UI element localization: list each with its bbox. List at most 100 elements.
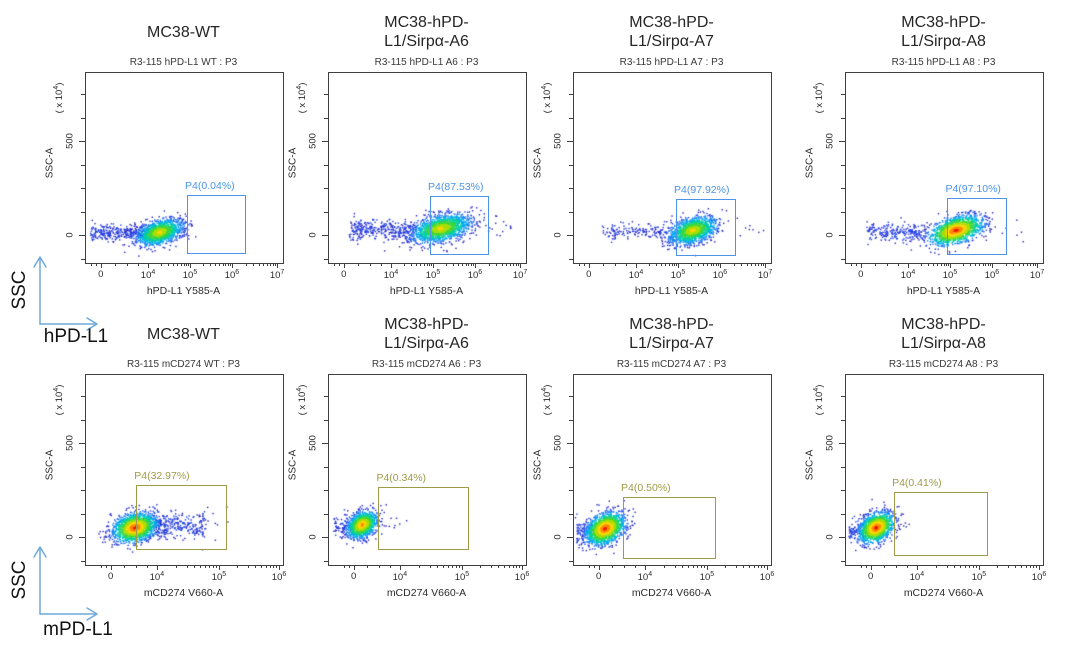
axis-tick	[522, 565, 524, 570]
axis-tick	[698, 263, 700, 266]
axis-tick	[391, 263, 393, 268]
y-tick-label: 0	[824, 232, 836, 239]
plot-area: P4(97.10%)	[845, 72, 1044, 264]
axis-tick	[324, 117, 328, 119]
x-tick-label: 105	[182, 269, 198, 282]
axis-tick	[209, 565, 211, 568]
axis-tick	[755, 263, 757, 266]
axis-tick	[593, 565, 595, 568]
axis-tick	[1020, 565, 1022, 568]
axis-tick	[79, 537, 85, 539]
axis-tick	[706, 565, 708, 570]
axis-tick	[473, 263, 475, 266]
flow-panel: MC38-hPD- L1/Sirpα-A8 R3-115 hPD-L1 A8 : …	[793, 10, 1045, 310]
axis-tick	[841, 396, 845, 398]
axis-tick	[81, 490, 85, 492]
axis-tick	[105, 565, 107, 568]
x-tick-label: 106	[1031, 571, 1047, 584]
axis-tick	[668, 263, 670, 266]
axis-tick	[656, 263, 658, 266]
gate-label: P4(97.92%)	[674, 184, 730, 197]
axis-tick	[452, 565, 454, 568]
axis-tick	[175, 565, 177, 568]
axis-tick	[518, 263, 519, 266]
axis-tick	[700, 565, 702, 568]
axis-tick	[982, 263, 984, 266]
axis-tick	[183, 263, 185, 266]
panel-title: MC38-WT	[147, 325, 220, 343]
scatter-canvas	[574, 375, 771, 565]
axis-tick	[267, 263, 269, 266]
x-tick-label: 105	[942, 269, 958, 282]
axis-tick	[933, 263, 935, 266]
axis-tick	[324, 490, 328, 492]
axis-tick	[462, 263, 464, 266]
axis-tick	[227, 263, 229, 266]
axis-tick	[324, 188, 328, 190]
y-tick-label: 0	[307, 232, 319, 239]
flow-panel: MC38-hPD- L1/Sirpα-A6 R3-115 hPD-L1 A6 : …	[276, 10, 528, 310]
ssc-axis-label: SSC	[9, 270, 30, 310]
plot-subtitle: R3-115 hPD-L1 A6 : P3	[374, 57, 479, 68]
axis-tick	[126, 263, 128, 266]
axis-tick	[156, 565, 158, 570]
axis-tick	[230, 263, 232, 266]
axis-tick	[357, 263, 359, 266]
panel-title: MC38-hPD- L1/Sirpα-A8	[901, 14, 986, 50]
axis-tick	[612, 565, 614, 568]
axis-tick	[465, 263, 467, 266]
axis-tick	[190, 263, 191, 268]
axis-tick	[322, 443, 328, 445]
axis-tick	[255, 565, 257, 568]
axis-tick	[448, 565, 450, 568]
axis-tick	[324, 560, 328, 562]
axis-tick	[569, 490, 573, 492]
axis-arrows-icon	[33, 256, 98, 331]
axis-tick	[480, 565, 482, 568]
axis-tick	[908, 263, 910, 268]
axis-tick	[569, 211, 573, 213]
axis-tick	[81, 188, 85, 190]
axis-tick	[841, 490, 845, 492]
axis-tick	[865, 565, 867, 568]
axis-tick	[168, 263, 170, 266]
axis-tick	[81, 211, 85, 213]
axis-tick	[324, 164, 328, 166]
x-tick-label: 107	[757, 269, 773, 282]
gate-label: P4(0.41%)	[892, 477, 942, 490]
axis-tick	[79, 443, 85, 445]
x-axis-label: hPD-L1 Y585-A	[146, 285, 221, 297]
axis-tick	[146, 565, 148, 568]
axis-tick	[943, 263, 945, 266]
axis-tick	[443, 565, 445, 568]
axis-tick	[324, 466, 328, 468]
axis-tick	[399, 565, 401, 570]
axis-tick	[411, 263, 413, 266]
axis-tick	[665, 263, 667, 266]
axis-tick	[380, 263, 382, 266]
axis-tick	[567, 141, 573, 143]
x-tick-label: 104	[900, 269, 916, 282]
x-tick-label: 107	[269, 269, 285, 282]
gate-label: P4(0.34%)	[376, 472, 427, 485]
y-axis-label: SSC-A	[532, 449, 544, 481]
axis-tick	[703, 263, 705, 266]
axis-tick	[648, 263, 650, 266]
panel-title: MC38-hPD- L1/Sirpα-A7	[629, 14, 714, 50]
panel-title: MC38-hPD- L1/Sirpα-A8	[901, 316, 986, 352]
axis-tick	[324, 211, 328, 213]
axis-tick	[1032, 263, 1034, 266]
axis-tick	[761, 565, 763, 568]
axis-tick	[137, 263, 139, 266]
axis-tick	[470, 263, 472, 266]
axis-tick	[275, 263, 276, 266]
axis-tick	[634, 565, 636, 568]
x-axis-label: hPD-L1 Y585-A	[389, 285, 464, 297]
axis-tick	[272, 263, 274, 266]
axis-tick	[515, 263, 517, 266]
y-tick-label: 500	[824, 435, 836, 452]
axis-tick	[948, 263, 950, 266]
axis-tick	[81, 258, 85, 260]
axis-tick	[253, 263, 255, 266]
